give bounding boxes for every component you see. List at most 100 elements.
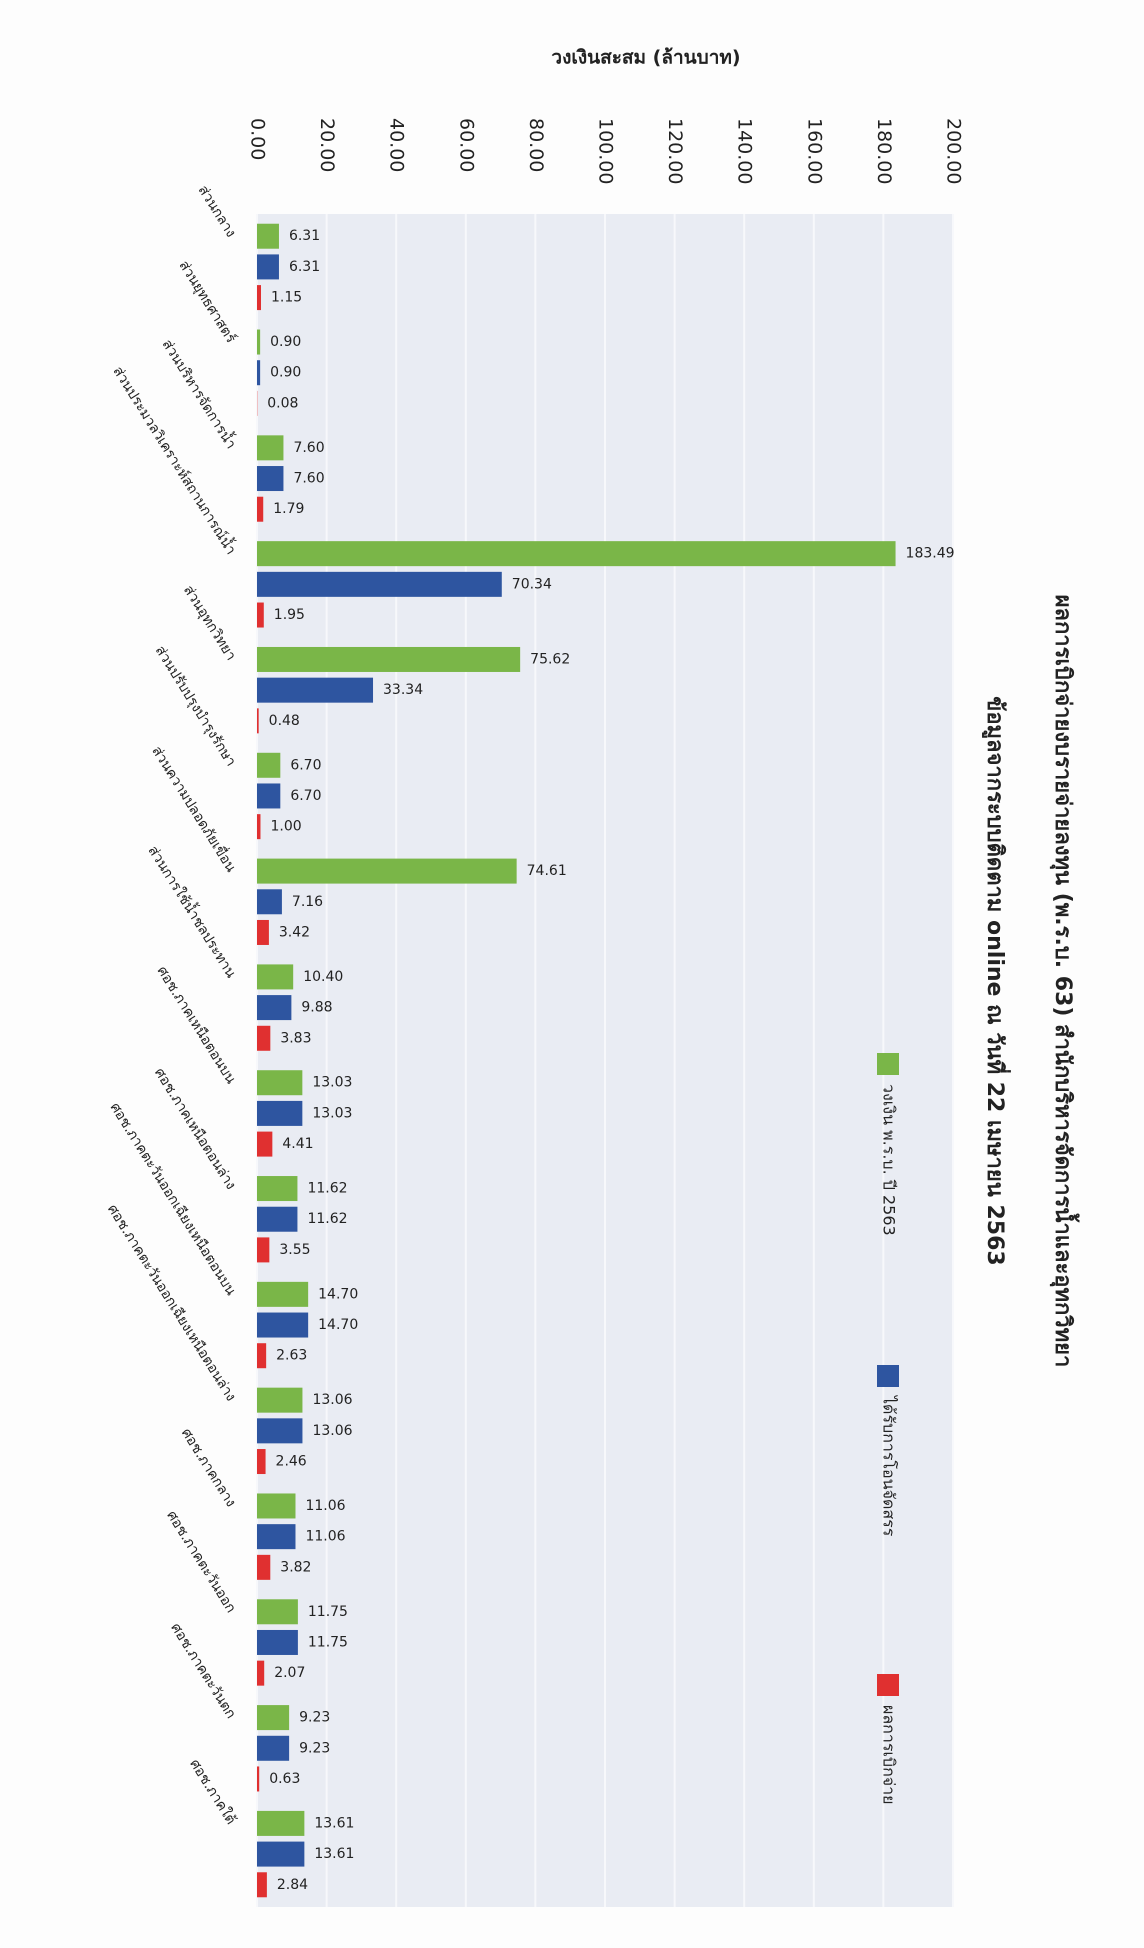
bar — [257, 1237, 270, 1263]
value-label: 2.63 — [276, 1348, 307, 1364]
value-label: 11.75 — [308, 1604, 348, 1620]
value-label: 6.70 — [290, 757, 321, 773]
legend-swatch — [877, 1053, 899, 1075]
value-label: 9.23 — [299, 1740, 330, 1756]
bar — [257, 602, 264, 628]
value-label: 1.00 — [270, 819, 301, 835]
value-label: 11.62 — [307, 1181, 347, 1197]
bar — [257, 964, 294, 990]
legend-label: วงเงิน พ.ร.บ. ปี 2563 — [880, 1084, 899, 1236]
value-label: 75.62 — [530, 651, 570, 667]
value-label: 13.61 — [314, 1846, 354, 1862]
y-tick-label: 0.00 — [247, 118, 269, 160]
bar — [257, 223, 279, 249]
bar — [257, 1070, 303, 1096]
value-label: 13.06 — [312, 1423, 352, 1439]
bar — [257, 1343, 267, 1369]
bar — [257, 285, 262, 311]
chart-subtitle: ข้อมูลจากระบบติดตาม online ณ วันที่ 22 เ… — [981, 696, 1012, 1265]
bar — [257, 646, 521, 672]
bar — [257, 752, 281, 778]
bar — [257, 783, 281, 809]
value-label: 10.40 — [303, 969, 343, 985]
y-tick-label: 140.00 — [734, 118, 756, 184]
value-label: 183.49 — [906, 546, 955, 562]
bar — [257, 496, 264, 522]
value-label: 9.23 — [299, 1710, 330, 1726]
bar — [257, 435, 284, 461]
value-label: 11.06 — [305, 1498, 345, 1514]
value-label: 1.15 — [271, 290, 302, 306]
bar — [257, 1841, 305, 1867]
bar — [257, 677, 374, 703]
legend-swatch — [877, 1674, 899, 1696]
bar — [257, 1599, 298, 1625]
value-label: 11.75 — [308, 1634, 348, 1650]
value-label: 7.60 — [293, 440, 324, 456]
y-tick-label: 100.00 — [595, 118, 617, 184]
value-label: 3.83 — [280, 1030, 311, 1046]
bar — [257, 360, 261, 386]
bar — [257, 814, 261, 840]
value-label: 33.34 — [383, 682, 423, 698]
value-label: 7.16 — [292, 894, 323, 910]
bar — [257, 1660, 265, 1686]
bar — [257, 329, 261, 355]
y-tick-label: 180.00 — [873, 118, 895, 184]
y-tick-label: 160.00 — [803, 118, 825, 184]
value-label: 0.90 — [270, 334, 301, 350]
bar — [257, 995, 292, 1021]
value-label: 0.63 — [269, 1771, 300, 1787]
bar — [257, 254, 279, 280]
value-label: 0.48 — [269, 713, 300, 729]
chart-title: ผลการเบิกจ่ายงบรายจ่ายลงทุน (พ.ร.บ. 63) … — [1049, 595, 1080, 1368]
value-label: 13.61 — [314, 1815, 354, 1831]
legend-label: ได้รับการโอนจัดสรร — [880, 1394, 899, 1537]
value-label: 3.55 — [279, 1242, 310, 1258]
value-label: 0.90 — [270, 365, 301, 381]
value-label: 7.60 — [293, 471, 324, 487]
legend-swatch — [877, 1365, 899, 1387]
bar — [257, 1206, 298, 1232]
value-label: 11.62 — [307, 1211, 347, 1227]
bar — [257, 1025, 271, 1051]
value-label: 13.06 — [312, 1392, 352, 1408]
value-label: 2.46 — [276, 1454, 307, 1470]
legend-label: ผลการเบิกจ่าย — [880, 1705, 899, 1805]
bar — [257, 1176, 298, 1202]
bar — [257, 1131, 273, 1157]
axis-title: วงเงินสะสม (ล้านบาท) — [551, 47, 740, 69]
bar — [257, 541, 896, 567]
bar — [257, 1312, 309, 1338]
bar — [257, 1810, 305, 1836]
value-label: 11.06 — [305, 1529, 345, 1545]
value-label: 13.03 — [312, 1105, 352, 1121]
bar — [257, 1418, 303, 1444]
bar — [257, 1524, 296, 1550]
bar — [257, 1100, 303, 1126]
value-label: 70.34 — [512, 576, 552, 592]
bar — [257, 1629, 298, 1655]
bar — [257, 858, 517, 884]
bar — [257, 1281, 309, 1307]
bar — [257, 1735, 290, 1761]
y-tick-label: 20.00 — [316, 118, 338, 172]
value-label: 6.70 — [290, 788, 321, 804]
value-label: 9.88 — [301, 1000, 332, 1016]
value-label: 1.79 — [273, 501, 304, 517]
bar — [257, 1554, 271, 1580]
bar — [257, 1705, 290, 1731]
y-tick-label: 60.00 — [455, 118, 477, 172]
y-tick-label: 200.00 — [943, 118, 965, 184]
value-label: 3.82 — [280, 1559, 311, 1575]
value-label: 13.03 — [312, 1075, 352, 1091]
bar — [257, 1387, 303, 1413]
value-label: 3.42 — [279, 924, 310, 940]
bar — [257, 1872, 267, 1898]
value-label: 6.31 — [289, 259, 320, 275]
value-label: 1.95 — [274, 607, 305, 623]
value-label: 74.61 — [527, 863, 567, 879]
bar — [257, 571, 502, 597]
